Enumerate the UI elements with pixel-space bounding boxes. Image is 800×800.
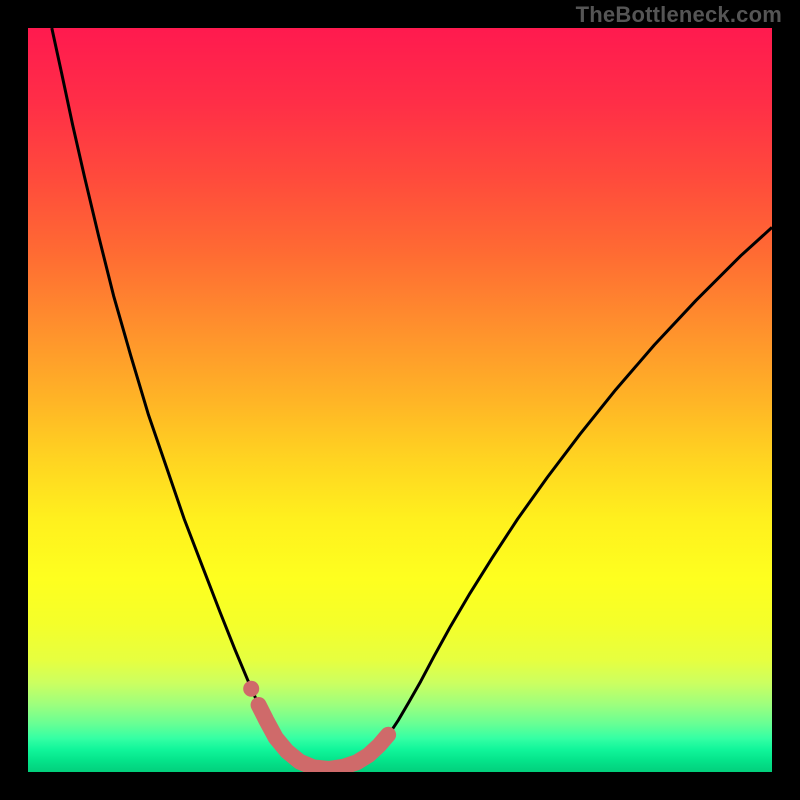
curve-layer bbox=[28, 28, 772, 772]
optimal-range-marker bbox=[259, 705, 389, 769]
bottleneck-curve bbox=[52, 28, 772, 769]
optimal-range-dot bbox=[243, 681, 259, 697]
watermark-text: TheBottleneck.com bbox=[576, 2, 782, 28]
chart-frame: TheBottleneck.com bbox=[0, 0, 800, 800]
plot-area bbox=[28, 28, 772, 772]
